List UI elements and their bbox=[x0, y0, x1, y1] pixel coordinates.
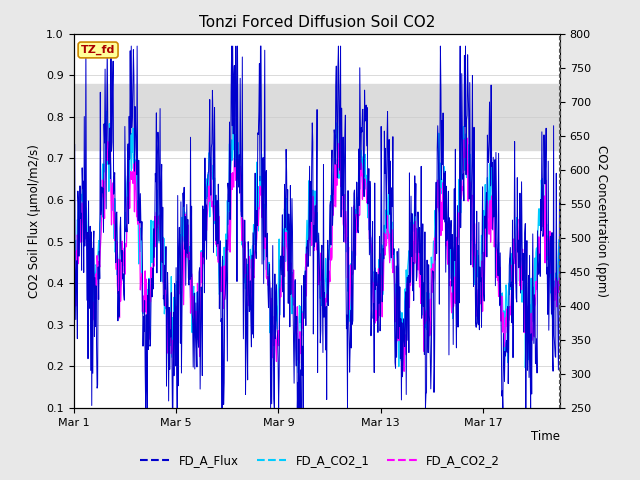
Text: TZ_fd: TZ_fd bbox=[81, 45, 115, 55]
Y-axis label: CO2 Concentration (ppm): CO2 Concentration (ppm) bbox=[595, 145, 607, 297]
Title: Tonzi Forced Diffusion Soil CO2: Tonzi Forced Diffusion Soil CO2 bbox=[198, 15, 435, 30]
Legend: FD_A_Flux, FD_A_CO2_1, FD_A_CO2_2: FD_A_Flux, FD_A_CO2_1, FD_A_CO2_2 bbox=[135, 449, 505, 472]
Y-axis label: CO2 Soil Flux (μmol/m2/s): CO2 Soil Flux (μmol/m2/s) bbox=[28, 144, 40, 298]
X-axis label: Time: Time bbox=[531, 431, 560, 444]
Bar bbox=[74, 84, 560, 150]
